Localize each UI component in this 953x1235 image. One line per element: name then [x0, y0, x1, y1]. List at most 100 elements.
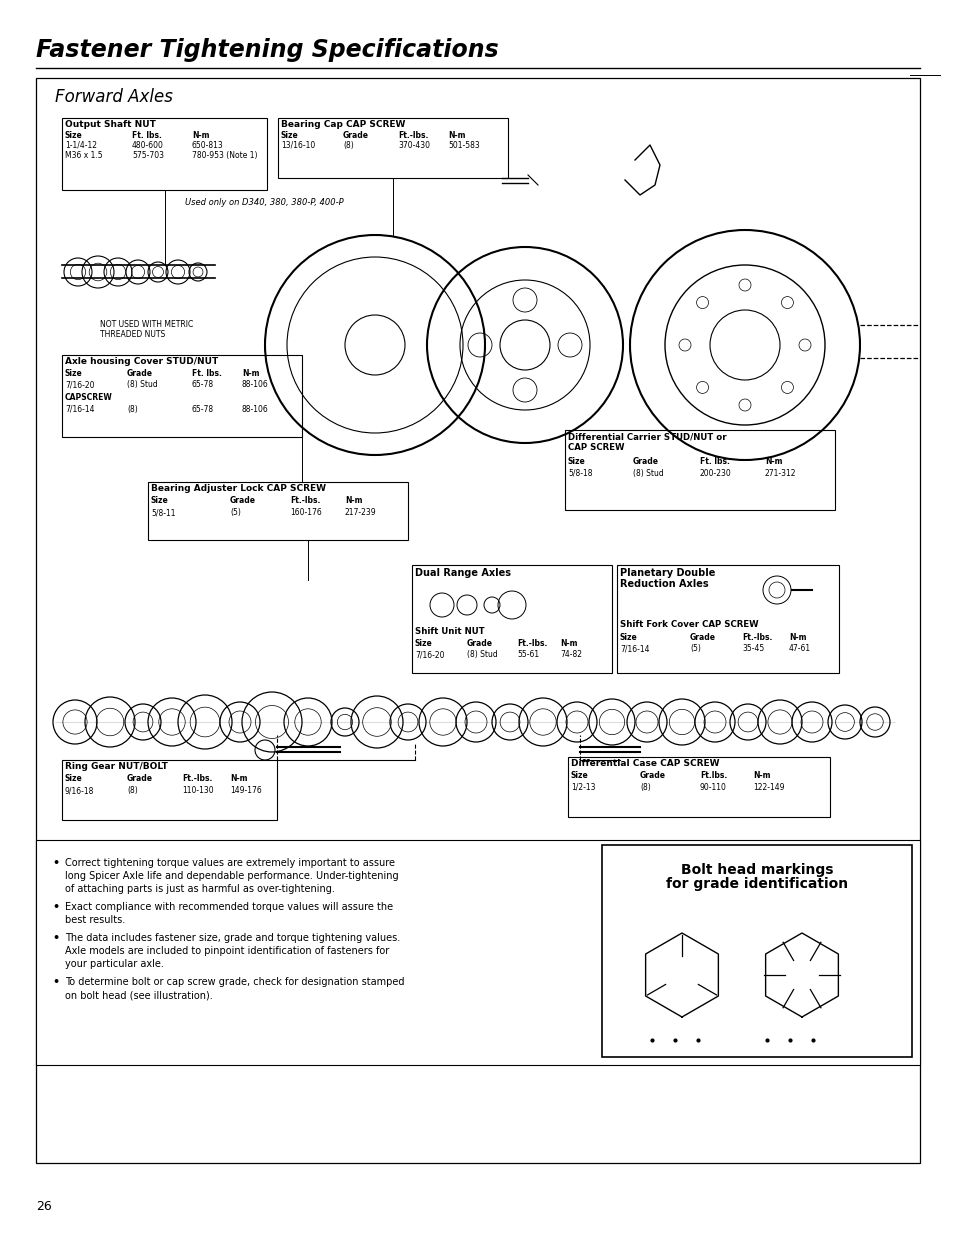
- Bar: [62, 760, 276, 820]
- Text: 47-61: 47-61: [788, 643, 810, 653]
- Text: N-m: N-m: [788, 634, 805, 642]
- Text: 7/16-20: 7/16-20: [415, 650, 444, 659]
- Text: Ft.lbs.: Ft.lbs.: [700, 771, 726, 781]
- Bar: [617, 564, 838, 673]
- Text: 90-110: 90-110: [700, 783, 726, 792]
- Text: Size: Size: [281, 131, 298, 140]
- Text: Ft.-lbs.: Ft.-lbs.: [182, 774, 213, 783]
- Text: 7/16-14: 7/16-14: [619, 643, 649, 653]
- Text: Size: Size: [567, 457, 585, 466]
- Text: (5): (5): [689, 643, 700, 653]
- Text: 88-106: 88-106: [242, 380, 269, 389]
- Text: of attaching parts is just as harmful as over-tightening.: of attaching parts is just as harmful as…: [65, 884, 335, 894]
- Text: Ft. lbs.: Ft. lbs.: [132, 131, 162, 140]
- Text: N-m: N-m: [230, 774, 247, 783]
- Text: Shift Unit NUT: Shift Unit NUT: [415, 627, 484, 636]
- Text: Fastener Tightening Specifications: Fastener Tightening Specifications: [36, 38, 498, 62]
- Text: 200-230: 200-230: [700, 469, 731, 478]
- Text: Output Shaft NUT: Output Shaft NUT: [65, 120, 155, 128]
- Text: N-m: N-m: [345, 496, 362, 505]
- Text: Size: Size: [65, 369, 83, 378]
- Text: Axle housing Cover STUD/NUT: Axle housing Cover STUD/NUT: [65, 357, 218, 366]
- Text: 650-813: 650-813: [192, 141, 224, 149]
- Text: Grade: Grade: [127, 774, 152, 783]
- Text: Bearing Adjuster Lock CAP SCREW: Bearing Adjuster Lock CAP SCREW: [151, 484, 326, 493]
- Text: Grade: Grade: [467, 638, 493, 648]
- Text: Grade: Grade: [127, 369, 152, 378]
- Text: (8) Stud: (8) Stud: [467, 650, 497, 659]
- Text: •: •: [52, 977, 59, 987]
- Text: (8): (8): [343, 141, 354, 149]
- Bar: [601, 845, 911, 1057]
- Text: Forward Axles: Forward Axles: [55, 88, 172, 106]
- Text: (8) Stud: (8) Stud: [127, 380, 157, 389]
- Text: 217-239: 217-239: [345, 508, 376, 517]
- Text: The data includes fastener size, grade and torque tightening values.: The data includes fastener size, grade a…: [65, 932, 400, 944]
- Text: N-m: N-m: [559, 638, 577, 648]
- Text: Differential Case CAP SCREW: Differential Case CAP SCREW: [571, 760, 719, 768]
- Text: Shift Fork Cover CAP SCREW: Shift Fork Cover CAP SCREW: [619, 620, 758, 629]
- Text: Planetary Double: Planetary Double: [619, 568, 715, 578]
- Text: (8): (8): [639, 783, 650, 792]
- Text: (8): (8): [127, 405, 137, 414]
- Text: (8): (8): [127, 785, 137, 795]
- Text: Ring Gear NUT/BOLT: Ring Gear NUT/BOLT: [65, 762, 168, 771]
- Text: 370-430: 370-430: [397, 141, 430, 149]
- Bar: [36, 78, 919, 1163]
- Text: 55-61: 55-61: [517, 650, 538, 659]
- Text: (5): (5): [230, 508, 240, 517]
- Text: Size: Size: [571, 771, 588, 781]
- Text: Ft.-lbs.: Ft.-lbs.: [517, 638, 547, 648]
- Text: •: •: [52, 902, 59, 911]
- Text: 65-78: 65-78: [192, 380, 213, 389]
- Text: 110-130: 110-130: [182, 785, 213, 795]
- Text: Grade: Grade: [633, 457, 659, 466]
- Text: N-m: N-m: [448, 131, 465, 140]
- Text: your particular axle.: your particular axle.: [65, 960, 164, 969]
- Text: 9/16-18: 9/16-18: [65, 785, 94, 795]
- Text: 5/8-18: 5/8-18: [567, 469, 592, 478]
- Text: Size: Size: [619, 634, 638, 642]
- Text: Size: Size: [65, 131, 83, 140]
- Text: Reduction Axles: Reduction Axles: [619, 579, 708, 589]
- Text: 5/8-11: 5/8-11: [151, 508, 175, 517]
- Text: Exact compliance with recommended torque values will assure the: Exact compliance with recommended torque…: [65, 902, 393, 911]
- Text: 7/16-14: 7/16-14: [65, 405, 94, 414]
- Text: N-m: N-m: [764, 457, 781, 466]
- Text: 13/16-10: 13/16-10: [281, 141, 314, 149]
- Text: CAPSCREW: CAPSCREW: [65, 393, 112, 403]
- Text: N-m: N-m: [242, 369, 259, 378]
- Text: Size: Size: [65, 774, 83, 783]
- Text: •: •: [52, 932, 59, 944]
- Text: Ft. lbs.: Ft. lbs.: [192, 369, 222, 378]
- Text: (8) Stud: (8) Stud: [633, 469, 663, 478]
- Text: Ft.-lbs.: Ft.-lbs.: [290, 496, 320, 505]
- Bar: [412, 564, 612, 673]
- Text: Grade: Grade: [639, 771, 665, 781]
- Bar: [36, 840, 919, 1065]
- Text: for grade identification: for grade identification: [665, 877, 847, 890]
- Text: Ft. lbs.: Ft. lbs.: [700, 457, 729, 466]
- Text: 26: 26: [36, 1200, 51, 1213]
- Bar: [277, 119, 507, 178]
- Bar: [62, 119, 267, 190]
- Text: long Spicer Axle life and dependable performance. Under-tightening: long Spicer Axle life and dependable per…: [65, 871, 398, 881]
- Text: on bolt head (see illustration).: on bolt head (see illustration).: [65, 990, 213, 1000]
- Text: Grade: Grade: [230, 496, 255, 505]
- Text: 74-82: 74-82: [559, 650, 581, 659]
- Text: Differential Carrier STUD/NUT or: Differential Carrier STUD/NUT or: [567, 432, 726, 441]
- Text: 7/16-20: 7/16-20: [65, 380, 94, 389]
- Text: 780-953 (Note 1): 780-953 (Note 1): [192, 151, 257, 161]
- Bar: [62, 354, 302, 437]
- Text: Bearing Cap CAP SCREW: Bearing Cap CAP SCREW: [281, 120, 405, 128]
- Text: N-m: N-m: [192, 131, 210, 140]
- Text: best results.: best results.: [65, 915, 125, 925]
- Text: Grade: Grade: [689, 634, 716, 642]
- Text: Ft.-lbs.: Ft.-lbs.: [397, 131, 428, 140]
- Text: 1/2-13: 1/2-13: [571, 783, 595, 792]
- Text: 122-149: 122-149: [752, 783, 783, 792]
- Text: 575-703: 575-703: [132, 151, 164, 161]
- Text: •: •: [52, 858, 59, 868]
- Bar: [148, 482, 408, 540]
- Text: 149-176: 149-176: [230, 785, 261, 795]
